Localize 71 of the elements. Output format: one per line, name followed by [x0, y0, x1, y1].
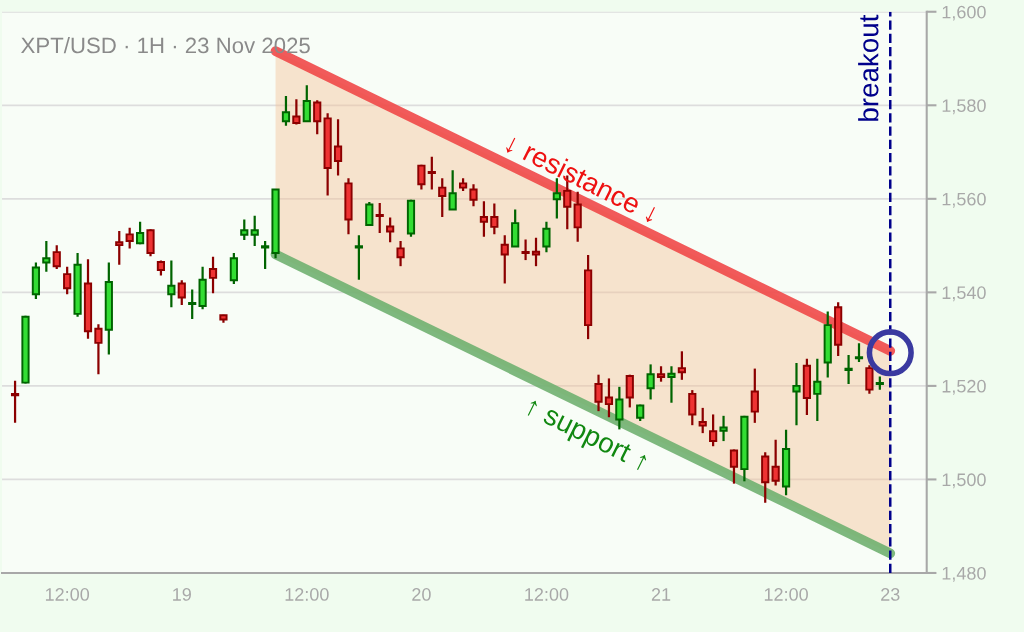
- candlestick: [115, 229, 124, 266]
- candlestick: [511, 208, 520, 249]
- x-tick-label: 12:00: [525, 588, 569, 601]
- y-tick-label: 1,580: [942, 99, 986, 115]
- y-tick-label: 1,540: [942, 286, 986, 302]
- candlestick: [63, 265, 72, 296]
- x-tick-label: 19: [173, 588, 191, 601]
- candlestick: [709, 413, 718, 448]
- candlestick: [261, 239, 270, 271]
- candlestick: [396, 239, 405, 268]
- candlestick: [302, 84, 311, 123]
- candlestick: [167, 259, 176, 309]
- candlestick: [10, 379, 20, 424]
- y-tick-label: 1,560: [942, 192, 986, 208]
- candlestick: [42, 239, 51, 273]
- x-tick-label: 23: [881, 588, 900, 601]
- candlestick: [792, 361, 801, 427]
- candlestick: [667, 365, 676, 404]
- candlestick: [729, 448, 739, 485]
- candlestick: [677, 350, 686, 381]
- x-tick-label: 12:00: [764, 588, 808, 601]
- ref-line-label: breakout: [858, 14, 879, 121]
- y-tick-label: 1,520: [942, 379, 986, 395]
- x-tick-label: 12:00: [285, 588, 329, 601]
- candlestick: [854, 342, 864, 364]
- candlestick: [844, 353, 853, 386]
- candlestick: [208, 255, 218, 295]
- candlestick: [625, 373, 634, 409]
- candlestick: [125, 226, 134, 250]
- candlestick: [188, 288, 197, 321]
- candlestick: [438, 177, 447, 219]
- y-tick-label: 1,500: [942, 473, 986, 489]
- candlestick: [698, 406, 707, 435]
- candlestick: [365, 200, 374, 227]
- candlestick: [479, 200, 489, 238]
- candlestick: [500, 234, 509, 285]
- x-tick-label: 21: [651, 588, 671, 601]
- candlestick: [375, 201, 384, 235]
- candlestick: [469, 183, 478, 208]
- candlestick: [813, 357, 822, 423]
- x-tick-label: 20: [412, 588, 431, 601]
- candlestick: [94, 323, 103, 376]
- x-tick-label: 12:00: [45, 588, 90, 601]
- candlestick: [313, 99, 322, 136]
- y-tick-label: 1,480: [942, 566, 986, 582]
- candlestick: [719, 414, 728, 443]
- candlestick: [177, 279, 186, 307]
- candlestick: [354, 234, 363, 281]
- candlestick: [521, 238, 530, 262]
- candlestick: [146, 228, 155, 258]
- candlestick: [292, 98, 301, 126]
- candlestick: [646, 363, 655, 401]
- candlestick: [386, 216, 395, 244]
- candlestick: [448, 169, 457, 212]
- text: XPT/USD · 1H · 23 Nov 2025: [21, 37, 310, 54]
- candlestick: [281, 94, 291, 127]
- y-tick-label: 1,600: [942, 5, 986, 21]
- candlestick: [490, 202, 499, 236]
- candlestick: [865, 364, 874, 395]
- candlestick: [229, 251, 238, 286]
- candlestick: [771, 438, 780, 487]
- candlestick: [531, 236, 541, 268]
- candlestick: [688, 389, 697, 427]
- candlestick: [750, 367, 759, 424]
- candlestick: [52, 244, 61, 271]
- candlestick: [240, 218, 249, 242]
- candlestick: [542, 220, 551, 254]
- candlestick: [417, 163, 426, 191]
- candlestick: [250, 214, 259, 248]
- candlestick: [427, 155, 436, 191]
- candlestick: [333, 118, 343, 177]
